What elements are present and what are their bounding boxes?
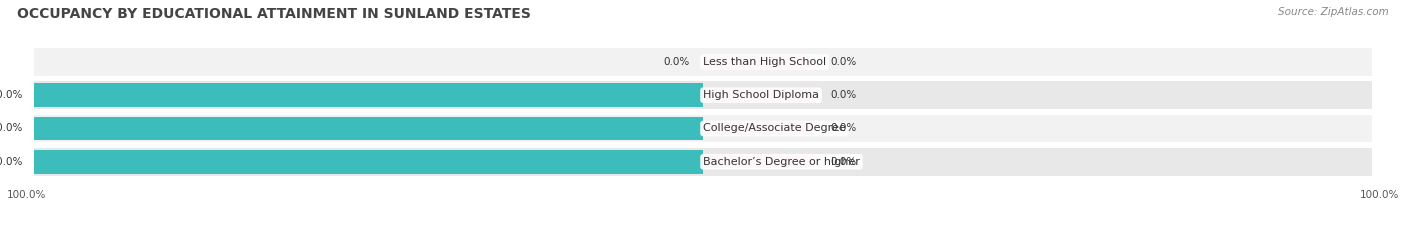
- Bar: [34, 148, 1372, 176]
- Text: Less than High School: Less than High School: [703, 57, 827, 67]
- Bar: [34, 114, 1372, 142]
- Text: 0.0%: 0.0%: [830, 57, 856, 67]
- Text: High School Diploma: High School Diploma: [703, 90, 820, 100]
- Bar: [703, 55, 810, 69]
- Text: 100.0%: 100.0%: [0, 157, 22, 167]
- Text: 100.0%: 100.0%: [7, 190, 46, 200]
- Bar: [34, 81, 1372, 109]
- Text: College/Associate Degree: College/Associate Degree: [703, 123, 846, 134]
- Bar: [34, 116, 703, 140]
- Text: OCCUPANCY BY EDUCATIONAL ATTAINMENT IN SUNLAND ESTATES: OCCUPANCY BY EDUCATIONAL ATTAINMENT IN S…: [17, 7, 530, 21]
- Bar: [703, 89, 810, 102]
- Text: 100.0%: 100.0%: [0, 123, 22, 134]
- Text: 0.0%: 0.0%: [830, 90, 856, 100]
- Bar: [703, 155, 810, 168]
- Text: 0.0%: 0.0%: [830, 157, 856, 167]
- Text: Bachelor’s Degree or higher: Bachelor’s Degree or higher: [703, 157, 860, 167]
- Text: 100.0%: 100.0%: [1360, 190, 1399, 200]
- Bar: [34, 150, 703, 174]
- Text: 0.0%: 0.0%: [830, 123, 856, 134]
- Bar: [34, 83, 703, 107]
- Text: Source: ZipAtlas.com: Source: ZipAtlas.com: [1278, 7, 1389, 17]
- Text: 100.0%: 100.0%: [0, 90, 22, 100]
- Bar: [34, 48, 1372, 76]
- Bar: [703, 122, 810, 135]
- Text: 0.0%: 0.0%: [664, 57, 689, 67]
